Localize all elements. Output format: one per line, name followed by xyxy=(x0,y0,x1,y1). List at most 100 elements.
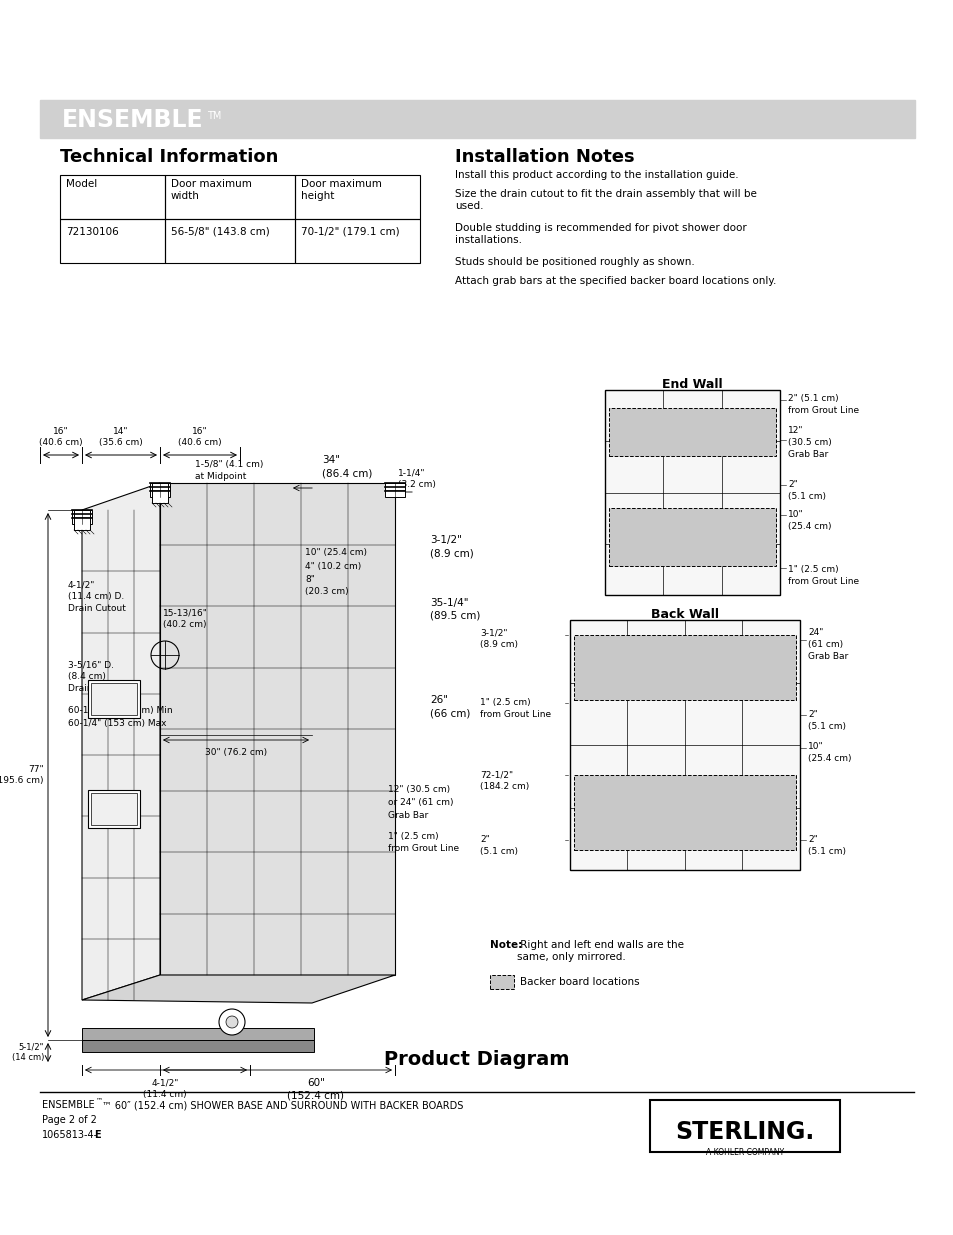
Circle shape xyxy=(226,1016,237,1028)
Bar xyxy=(82,1028,314,1040)
Text: 1-5/8" (4.1 cm): 1-5/8" (4.1 cm) xyxy=(194,459,263,469)
Text: (66 cm): (66 cm) xyxy=(430,708,470,718)
Text: 10" (25.4 cm): 10" (25.4 cm) xyxy=(305,548,367,557)
Text: or 24" (61 cm): or 24" (61 cm) xyxy=(388,798,453,806)
Text: 70-1/2" (179.1 cm): 70-1/2" (179.1 cm) xyxy=(301,227,399,237)
Text: from Grout Line: from Grout Line xyxy=(388,844,458,853)
Bar xyxy=(385,483,405,496)
Text: 35-1/4": 35-1/4" xyxy=(430,598,468,608)
Polygon shape xyxy=(160,483,395,974)
Bar xyxy=(294,175,419,219)
Text: (40.2 cm): (40.2 cm) xyxy=(163,620,206,629)
Text: Double studding is recommended for pivot shower door
installations.: Double studding is recommended for pivot… xyxy=(455,224,746,245)
Text: (5.1 cm): (5.1 cm) xyxy=(479,847,517,856)
Text: 10": 10" xyxy=(807,742,822,751)
Text: End Wall: End Wall xyxy=(661,378,721,391)
Text: Door maximum
height: Door maximum height xyxy=(301,179,381,200)
Text: (25.4 cm): (25.4 cm) xyxy=(807,755,851,763)
Text: 24": 24" xyxy=(807,629,822,637)
Text: E: E xyxy=(94,1130,100,1140)
Text: 2" (5.1 cm): 2" (5.1 cm) xyxy=(787,394,838,403)
Polygon shape xyxy=(82,483,160,1000)
Text: 1" (2.5 cm): 1" (2.5 cm) xyxy=(388,832,438,841)
Bar xyxy=(88,680,140,718)
Bar xyxy=(574,776,795,850)
Text: from Grout Line: from Grout Line xyxy=(787,577,859,585)
Text: Grab Bar: Grab Bar xyxy=(807,652,847,661)
Text: ™ 60″ (152.4 cm) SHOWER BASE AND SURROUND WITH BACKER BOARDS: ™ 60″ (152.4 cm) SHOWER BASE AND SURROUN… xyxy=(102,1100,463,1110)
Bar xyxy=(608,508,775,566)
Bar xyxy=(608,408,775,456)
Text: Technical Information: Technical Information xyxy=(60,148,278,165)
Text: TM: TM xyxy=(207,111,221,121)
Text: Back Wall: Back Wall xyxy=(650,608,719,621)
Text: 3-5/16" D.: 3-5/16" D. xyxy=(68,659,113,669)
Text: 15-13/16": 15-13/16" xyxy=(163,608,208,618)
Text: (30.5 cm): (30.5 cm) xyxy=(787,438,831,447)
Bar xyxy=(165,219,294,263)
Text: 2": 2" xyxy=(807,710,817,719)
Text: 2": 2" xyxy=(807,835,817,844)
Text: (25.4 cm): (25.4 cm) xyxy=(787,522,831,531)
Text: Drain Cutout: Drain Cutout xyxy=(68,604,126,613)
Text: (86.4 cm): (86.4 cm) xyxy=(322,468,372,478)
Text: 2": 2" xyxy=(479,835,489,844)
Bar xyxy=(150,483,170,496)
Bar xyxy=(490,974,514,989)
Text: Model: Model xyxy=(66,179,97,189)
Text: (8.9 cm): (8.9 cm) xyxy=(430,548,474,558)
Text: (5.1 cm): (5.1 cm) xyxy=(807,722,845,731)
Bar xyxy=(60,175,165,219)
Text: (61 cm): (61 cm) xyxy=(807,640,842,650)
Text: (89.5 cm): (89.5 cm) xyxy=(430,611,480,621)
Bar xyxy=(165,175,294,219)
Text: at Midpoint: at Midpoint xyxy=(194,472,246,480)
Bar xyxy=(88,790,140,827)
Text: 56-5/8" (143.8 cm): 56-5/8" (143.8 cm) xyxy=(171,227,270,237)
Text: 77"
(195.6 cm): 77" (195.6 cm) xyxy=(0,766,44,784)
Text: 1-1/4": 1-1/4" xyxy=(397,468,425,477)
Text: 5-1/2"
(14 cm): 5-1/2" (14 cm) xyxy=(11,1042,44,1062)
Text: 4-1/2": 4-1/2" xyxy=(152,1078,178,1087)
Text: Backer board locations: Backer board locations xyxy=(519,977,639,987)
Text: Drain Hole: Drain Hole xyxy=(68,684,115,693)
Text: 60-1/4" (153 cm) Max: 60-1/4" (153 cm) Max xyxy=(68,719,167,727)
Text: (8.4 cm): (8.4 cm) xyxy=(68,672,106,680)
Text: 4-1/2": 4-1/2" xyxy=(68,580,95,589)
Text: 34": 34" xyxy=(322,454,339,466)
Circle shape xyxy=(219,1009,245,1035)
Text: 16"
(40.6 cm): 16" (40.6 cm) xyxy=(178,427,222,447)
Text: (5.1 cm): (5.1 cm) xyxy=(787,492,825,501)
Bar xyxy=(294,219,419,263)
Bar xyxy=(569,620,800,869)
Bar xyxy=(82,1040,314,1052)
Text: ENSEMBLE: ENSEMBLE xyxy=(62,107,203,132)
Text: Size the drain cutout to fit the drain assembly that will be
used.: Size the drain cutout to fit the drain a… xyxy=(455,189,756,211)
Text: (3.2 cm): (3.2 cm) xyxy=(397,480,436,489)
Text: (184.2 cm): (184.2 cm) xyxy=(479,782,529,790)
Text: 30" (76.2 cm): 30" (76.2 cm) xyxy=(205,748,267,757)
Text: (5.1 cm): (5.1 cm) xyxy=(807,847,845,856)
Text: Install this product according to the installation guide.: Install this product according to the in… xyxy=(455,170,738,180)
Text: 1065813-4-: 1065813-4- xyxy=(42,1130,98,1140)
Bar xyxy=(604,390,780,595)
Text: (8.9 cm): (8.9 cm) xyxy=(479,640,517,650)
Bar xyxy=(91,793,137,825)
Text: Door maximum
width: Door maximum width xyxy=(171,179,252,200)
Bar xyxy=(152,483,168,503)
Text: A KOHLER COMPANY: A KOHLER COMPANY xyxy=(705,1149,783,1157)
Text: 1" (2.5 cm): 1" (2.5 cm) xyxy=(479,698,530,706)
Text: 60": 60" xyxy=(307,1078,325,1088)
Text: (20.3 cm): (20.3 cm) xyxy=(305,587,348,597)
Text: 72130106: 72130106 xyxy=(66,227,118,237)
Text: (11.4 cm): (11.4 cm) xyxy=(143,1091,187,1099)
Text: 3-1/2": 3-1/2" xyxy=(479,629,507,637)
Bar xyxy=(74,510,90,530)
Text: Studs should be positioned roughly as shown.: Studs should be positioned roughly as sh… xyxy=(455,257,694,267)
Text: 12": 12" xyxy=(787,426,802,435)
Text: STERLING.: STERLING. xyxy=(675,1120,814,1144)
Text: 3-1/2": 3-1/2" xyxy=(430,535,461,545)
Text: 16"
(40.6 cm): 16" (40.6 cm) xyxy=(39,427,83,447)
Text: ™: ™ xyxy=(96,1097,103,1103)
Polygon shape xyxy=(82,974,395,1003)
